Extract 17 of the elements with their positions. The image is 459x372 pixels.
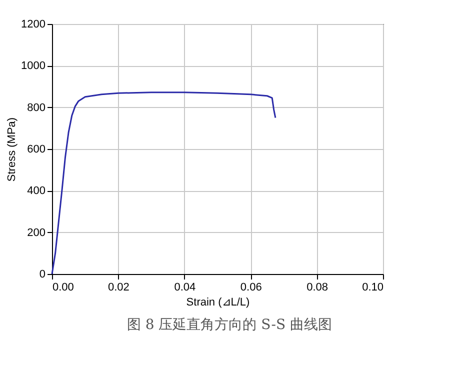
- x-tick-label: 0.02: [108, 282, 130, 294]
- y-tick-label: 0: [39, 268, 46, 280]
- y-tick-label: 200: [27, 226, 46, 239]
- y-tick-label: 800: [27, 102, 46, 114]
- x-tick-label: 0.08: [306, 282, 328, 294]
- y-tick-label: 400: [27, 185, 46, 198]
- x-axis-title: Strain (⊿L/L): [186, 296, 250, 308]
- y-tick-label: 1000: [21, 60, 46, 72]
- x-tick-label: 0.04: [174, 282, 196, 294]
- caption: 图 8 压延直角方向的 S-S 曲线图: [126, 316, 334, 334]
- x-tick-label: 0.10: [362, 282, 384, 294]
- y-axis-title: Stress (MPa): [6, 117, 18, 182]
- y-tick-label: 1200: [21, 18, 46, 30]
- x-tick-label: 0.00: [52, 282, 74, 294]
- line-series: [51, 92, 276, 275]
- x-tick-label: 0.06: [240, 282, 262, 294]
- y-tick-label: 600: [27, 144, 46, 156]
